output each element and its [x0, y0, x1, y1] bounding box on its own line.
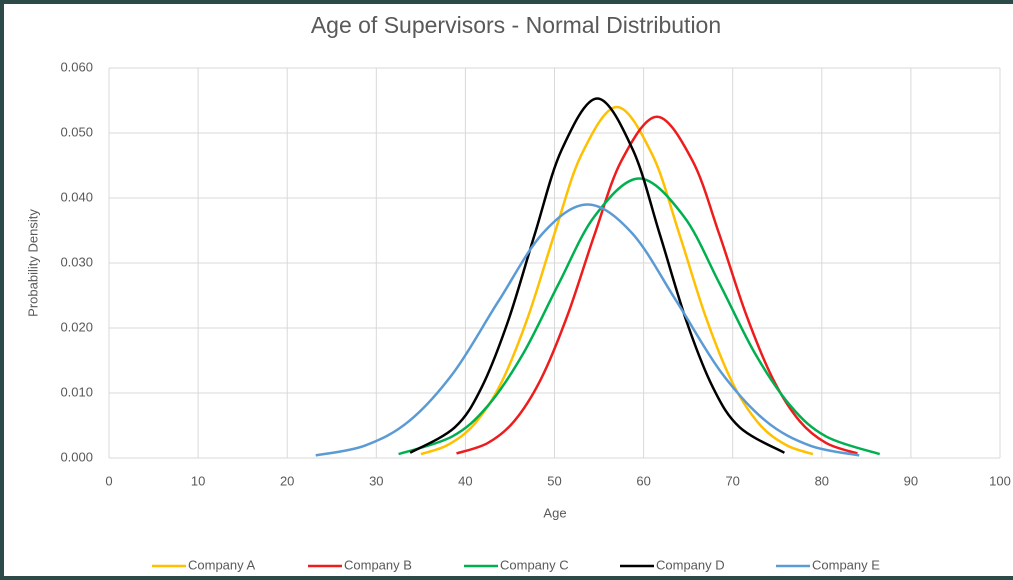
legend-label: Company E: [812, 557, 880, 572]
y-tick-label: 0.000: [60, 449, 93, 464]
x-axis-label: Age: [543, 505, 566, 520]
y-axis-label: Probability Density: [25, 209, 40, 317]
series-line: [315, 203, 860, 457]
legend-label: Company A: [188, 557, 256, 572]
y-tick-label: 0.040: [60, 189, 93, 204]
x-tick-label: 0: [105, 473, 112, 488]
x-tick-label: 100: [989, 473, 1011, 488]
legend-label: Company C: [500, 557, 569, 572]
x-tick-label: 80: [815, 473, 829, 488]
x-tick-label: 70: [725, 473, 739, 488]
y-tick-label: 0.010: [60, 384, 93, 399]
x-tick-label: 20: [280, 473, 294, 488]
y-tick-label: 0.020: [60, 319, 93, 334]
chart-background: [4, 4, 1013, 576]
chart-title: Age of Supervisors - Normal Distribution: [311, 12, 721, 38]
x-tick-label: 10: [191, 473, 205, 488]
x-tick-label: 60: [636, 473, 650, 488]
legend-label: Company B: [344, 557, 412, 572]
series-line: [409, 97, 785, 454]
y-tick-label: 0.060: [60, 59, 93, 74]
x-tick-label: 50: [547, 473, 561, 488]
x-tick-label: 90: [904, 473, 918, 488]
series-line: [398, 177, 881, 456]
x-tick-label: 40: [458, 473, 472, 488]
y-tick-label: 0.030: [60, 254, 93, 269]
series-line: [456, 115, 858, 455]
legend-label: Company D: [656, 557, 725, 572]
y-tick-label: 0.050: [60, 124, 93, 139]
x-tick-label: 30: [369, 473, 383, 488]
